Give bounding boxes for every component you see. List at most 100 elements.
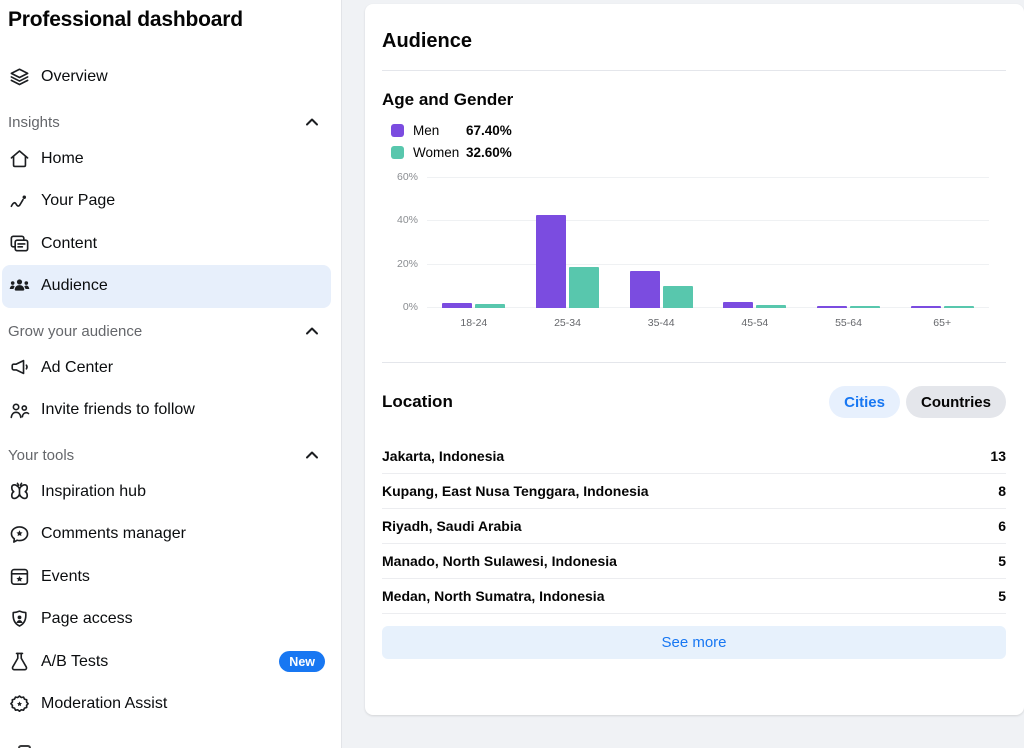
sidebar-item-moderation-assist[interactable]: Moderation Assist (2, 683, 331, 726)
sidebar-item-your-page[interactable]: Your Page (2, 180, 331, 223)
bar-men-18-24 (442, 303, 472, 308)
location-name: Medan, North Sumatra, Indonesia (382, 588, 604, 604)
section-label: Grow your audience (8, 323, 142, 340)
legend-label: Women (413, 145, 466, 160)
chevron-up-icon (305, 323, 319, 340)
sidebar-item-content[interactable]: Content (2, 223, 331, 266)
bar-group-18-24 (427, 178, 521, 308)
location-name: Manado, North Sulawesi, Indonesia (382, 553, 617, 569)
legend-row-women: Women 32.60% (391, 145, 1006, 160)
main-content: Audience Age and Gender Men 67.40% Women… (342, 0, 1024, 748)
audience-icon (8, 275, 31, 298)
legend-label: Men (413, 123, 466, 138)
home-icon (8, 147, 31, 170)
invite-icon (8, 399, 31, 422)
bar-group-25-34 (521, 178, 615, 308)
x-axis-label: 65+ (895, 317, 989, 329)
sidebar-item-audience[interactable]: Audience (2, 265, 331, 308)
chart-legend: Men 67.40% Women 32.60% (382, 123, 1006, 160)
trend-icon (8, 190, 31, 213)
bar-group-35-44 (614, 178, 708, 308)
sidebar-item-events[interactable]: Events (2, 556, 331, 599)
bar-group-65+ (895, 178, 989, 308)
bar-women-35-44 (663, 286, 693, 308)
sidebar: Professional dashboard Overview Insights… (0, 0, 342, 748)
bar-group-55-64 (802, 178, 896, 308)
bar-women-65+ (944, 306, 974, 308)
sidebar-item-comments-manager[interactable]: Comments manager (2, 513, 331, 556)
location-header: Location Cities Countries (382, 386, 1006, 418)
content-icon (8, 232, 31, 255)
x-axis-label: 45-54 (708, 317, 802, 329)
sidebar-item-invite-friends[interactable]: Invite friends to follow (2, 389, 331, 432)
age-gender-title: Age and Gender (382, 90, 1006, 110)
location-count: 5 (998, 588, 1006, 604)
sidebar-item-label: Events (41, 568, 90, 586)
sidebar-item-inspiration-hub[interactable]: Inspiration hub (2, 471, 331, 514)
sidebar-section-grow-your-audience[interactable]: Grow your audience (2, 308, 331, 347)
sidebar-item-label: Page access (41, 610, 133, 628)
x-axis-label: 35-44 (614, 317, 708, 329)
sidebar-section-insights[interactable]: Insights (2, 99, 331, 138)
sidebar-item-ad-center[interactable]: Ad Center (2, 347, 331, 390)
new-badge: New (279, 651, 325, 672)
location-row: Manado, North Sulawesi, Indonesia 5 (382, 544, 1006, 579)
chart-x-labels: 18-2425-3435-4445-5455-6465+ (427, 317, 989, 329)
bar-men-45-54 (723, 302, 753, 309)
bar-women-25-34 (569, 267, 599, 308)
sidebar-item-label: Ad Center (41, 359, 113, 377)
chart-grid: 0%20%40%60% (427, 178, 989, 308)
page-title: Audience (382, 30, 1006, 53)
cities-tab[interactable]: Cities (829, 386, 900, 418)
shield-person-icon (8, 608, 31, 631)
sidebar-item-overview[interactable]: Overview (2, 56, 331, 99)
y-axis-tick: 20% (382, 258, 418, 270)
megaphone-icon (8, 356, 31, 379)
location-list: Jakarta, Indonesia 13 Kupang, East Nusa … (382, 439, 1006, 614)
legend-value: 67.40% (466, 123, 512, 138)
flask-icon (8, 650, 31, 673)
location-name: Kupang, East Nusa Tenggara, Indonesia (382, 483, 649, 499)
sidebar-section-your-tools[interactable]: Your tools (2, 432, 331, 471)
legend-value: 32.60% (466, 145, 512, 160)
sidebar-item-label: A/B Tests (41, 653, 108, 671)
chevron-up-icon (305, 447, 319, 464)
location-name: Riyadh, Saudi Arabia (382, 518, 522, 534)
bar-women-18-24 (475, 304, 505, 308)
location-name: Jakarta, Indonesia (382, 448, 504, 464)
sidebar-item-label: Moderation Assist (41, 695, 167, 713)
women-swatch (391, 146, 404, 159)
location-count: 8 (998, 483, 1006, 499)
sidebar-item-home[interactable]: Home (2, 138, 331, 181)
sidebar-item-label: Inspiration hub (41, 483, 146, 501)
chevron-up-icon (305, 114, 319, 131)
bar-men-65+ (911, 306, 941, 308)
location-row: Jakarta, Indonesia 13 (382, 439, 1006, 474)
chart-bars (427, 178, 989, 308)
bar-men-55-64 (817, 306, 847, 308)
sidebar-item-label: Your Page (41, 192, 115, 210)
location-toggle: Cities Countries (829, 386, 1006, 418)
legend-row-men: Men 67.40% (391, 123, 1006, 138)
sidebar-item-label: Invite friends to follow (41, 401, 195, 419)
location-row: Riyadh, Saudi Arabia 6 (382, 509, 1006, 544)
location-row: Kupang, East Nusa Tenggara, Indonesia 8 (382, 474, 1006, 509)
butterfly-icon (8, 480, 31, 503)
comment-star-icon (8, 523, 31, 546)
x-axis-label: 18-24 (427, 317, 521, 329)
sidebar-item-label: Audience (41, 277, 108, 295)
bar-men-35-44 (630, 271, 660, 309)
location-count: 5 (998, 553, 1006, 569)
bar-men-25-34 (536, 215, 566, 308)
see-more-button[interactable]: See more (382, 626, 1006, 659)
calendar-star-icon (8, 565, 31, 588)
countries-tab[interactable]: Countries (906, 386, 1006, 418)
moderation-icon (8, 693, 31, 716)
sidebar-item-ab-tests[interactable]: A/B Tests New (2, 641, 331, 684)
sidebar-item-label: Comments manager (41, 525, 186, 543)
bar-group-45-54 (708, 178, 802, 308)
sidebar-item-page-access[interactable]: Page access (2, 598, 331, 641)
bar-women-55-64 (850, 306, 880, 308)
age-gender-chart: 0%20%40%60% 18-2425-3435-4445-5455-6465+ (382, 178, 1006, 329)
location-count: 13 (990, 448, 1006, 464)
